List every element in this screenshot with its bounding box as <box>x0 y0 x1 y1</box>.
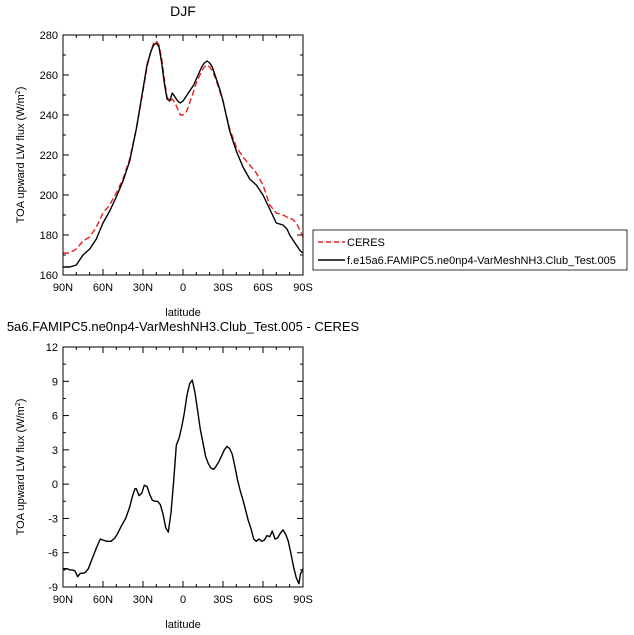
bottom-x-tick-label: 90S <box>293 594 313 606</box>
bottom-y-tick-label: 6 <box>52 411 58 423</box>
top-x-tick-label: 30N <box>133 282 153 294</box>
top-x-tick-label: 90S <box>293 282 313 294</box>
top-x-tick-label: 30S <box>213 282 233 294</box>
top-y-tick-label: 180 <box>40 230 58 242</box>
top-y-tick-label: 260 <box>40 70 58 82</box>
top-y-tick-label: 240 <box>40 110 58 122</box>
bottom-y-axis-label-main: TOA upward LW flux (W/m <box>15 406 27 535</box>
top-y-axis-label: TOA upward LW flux (W/m2) <box>15 87 27 224</box>
bottom-chart-title: 5a6.FAMIPC5.ne0np4-VarMeshNH3.Club_Test.… <box>7 319 360 334</box>
top-series <box>63 40 304 268</box>
top-y-tick-label: 200 <box>40 190 58 202</box>
bottom-x-tick-label: 60S <box>253 594 273 606</box>
bottom-x-tick-label: 0 <box>180 594 186 606</box>
bottom-y-axis-label: TOA upward LW flux (W/m2) <box>15 399 27 536</box>
bottom-panel: 5a6.FAMIPC5.ne0np4-VarMeshNH3.Club_Test.… <box>7 319 360 631</box>
bottom-plot-frame <box>62 346 304 588</box>
top-series-line-ceres <box>63 40 304 254</box>
bottom-x-tick-label: 30N <box>133 594 153 606</box>
legend-box <box>312 229 628 271</box>
bottom-y-tick-label: 0 <box>52 479 58 491</box>
svg-text:TOA upward LW flux (W/m2): TOA upward LW flux (W/m2) <box>15 399 27 536</box>
top-x-tick-label: 90N <box>53 282 73 294</box>
top-y-tick-label: 160 <box>40 270 58 282</box>
bottom-x-axis-label: latitude <box>165 619 200 631</box>
top-y-axis-label-main: TOA upward LW flux (W/m <box>15 94 27 223</box>
top-x-tick-label: 60S <box>253 282 273 294</box>
legend-label-model: f.e15a6.FAMIPC5.ne0np4-VarMeshNH3.Club_T… <box>347 255 616 267</box>
bottom-y-tick-label: -9 <box>48 582 58 594</box>
bottom-x-tick-label: 30S <box>213 594 233 606</box>
bottom-x-tick-label: 60N <box>93 594 113 606</box>
bottom-y-axis-label-sup: 2 <box>15 402 22 406</box>
top-y-tick-label: 220 <box>40 150 58 162</box>
top-panel: DJF TOA upward LW flux (W/m2) 160 180 200 2… <box>15 3 313 319</box>
bottom-x-tick-label: 90N <box>53 594 73 606</box>
top-x-tick-label: 0 <box>180 282 186 294</box>
bottom-y-axis-label-close: ) <box>15 399 27 403</box>
top-x-axis-label: latitude <box>165 307 200 319</box>
top-tick-marks <box>62 34 304 276</box>
svg-text:TOA upward LW flux (W/m2): TOA upward LW flux (W/m2) <box>15 87 27 224</box>
top-plot-frame <box>62 34 304 276</box>
bottom-y-tick-label: -6 <box>48 548 58 560</box>
bottom-y-tick-labels: -9 -6 -3 0 3 6 9 12 <box>46 342 58 594</box>
top-y-tick-labels: 160 180 200 220 240 260 280 <box>40 30 58 282</box>
bottom-tick-marks <box>62 346 304 588</box>
bottom-series <box>63 379 304 585</box>
bottom-series-line-difference <box>63 379 304 585</box>
legend-label-ceres: CERES <box>347 237 385 249</box>
top-chart-title: DJF <box>170 3 196 19</box>
top-y-tick-label: 280 <box>40 30 58 42</box>
top-x-tick-labels: 90N 60N 30N 0 30S 60S 90S <box>53 282 313 294</box>
legend: CERES f.e15a6.FAMIPC5.ne0np4-VarMeshNH3.… <box>312 229 628 271</box>
bottom-y-tick-label: 12 <box>46 342 58 354</box>
top-y-axis-label-sup: 2 <box>15 90 22 94</box>
top-y-axis-label-close: ) <box>15 87 27 91</box>
bottom-y-tick-label: 3 <box>52 445 58 457</box>
top-series-line-model <box>63 42 304 268</box>
top-x-tick-label: 60N <box>93 282 113 294</box>
bottom-x-tick-labels: 90N 60N 30N 0 30S 60S 90S <box>53 594 313 606</box>
bottom-y-tick-label: 9 <box>52 376 58 388</box>
bottom-y-tick-label: -3 <box>48 513 58 525</box>
